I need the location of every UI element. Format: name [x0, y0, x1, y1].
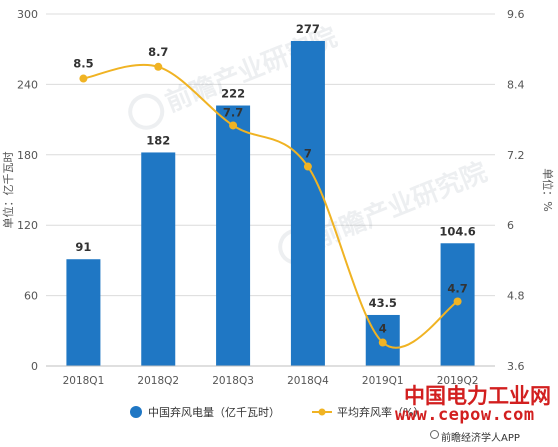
y-left-axis-title: 单位：亿千瓦时 — [1, 152, 15, 229]
line-point — [79, 74, 88, 83]
bar — [290, 40, 325, 367]
line-point — [229, 121, 238, 130]
x-tick-label: 2019Q1 — [362, 375, 404, 387]
grid-lines — [46, 13, 495, 297]
bar-series: 91 182 222 277 43.5 104.6 — [66, 22, 476, 367]
line-value-label: 7 — [304, 147, 312, 161]
y-left-tick-label: 180 — [17, 149, 38, 162]
x-tick-label: 2019Q2 — [437, 375, 479, 387]
y-right-axis-title: 单位：% — [541, 168, 555, 211]
bar — [66, 259, 101, 366]
y-right-tick-label: 8.4 — [507, 78, 525, 91]
source-icon — [430, 430, 439, 439]
x-tick-label: 2018Q3 — [212, 375, 254, 387]
y-right-tick-label: 9.6 — [507, 8, 525, 21]
line-value-label: 4.7 — [447, 281, 467, 295]
line-value-label: 8.5 — [73, 57, 93, 71]
y-left-tick-label: 0 — [31, 360, 38, 373]
line-series: 8.5 8.7 7.7 7 4 4.7 — [73, 45, 468, 349]
watermark-brand: 中国电力工业网 — [404, 384, 551, 408]
y-left-tick-label: 60 — [24, 290, 38, 303]
x-tick-label: 2018Q1 — [63, 375, 105, 387]
x-tick-label: 2018Q2 — [137, 375, 179, 387]
bar-value-label: 182 — [146, 133, 170, 147]
legend-bar-swatch — [130, 406, 142, 418]
watermark-url: www.cepow.com — [395, 405, 535, 425]
line-point — [154, 62, 163, 71]
bar — [141, 152, 176, 366]
axes: 0 60 120 180 240 300 3.6 4.8 6 7.2 8.4 9.6 2018Q1 201… — [1, 8, 555, 387]
line-point — [453, 297, 462, 306]
legend-line-label: 平均弃风率（%） — [337, 405, 424, 419]
y-right-tick-label: 3.6 — [507, 360, 525, 373]
line-value-label: 4 — [379, 322, 387, 336]
line-value-label: 7.7 — [223, 105, 243, 119]
bar-value-label: 104.6 — [439, 224, 475, 238]
x-tick-label: 2018Q4 — [287, 375, 329, 387]
y-left-tick-label: 240 — [17, 78, 38, 91]
y-right-tick-label: 7.2 — [507, 149, 525, 162]
bar — [216, 105, 251, 367]
watermark-logo-icon — [128, 93, 165, 130]
line-value-label: 8.7 — [148, 45, 168, 59]
legend-line-marker — [318, 408, 326, 416]
line-point — [303, 162, 312, 171]
legend: 中国弃风电量（亿千瓦时） 平均弃风率（%） — [130, 405, 424, 419]
bar-value-label: 91 — [75, 240, 91, 254]
bar-value-label: 43.5 — [369, 296, 397, 310]
legend-bar-label: 中国弃风电量（亿千瓦时） — [148, 405, 280, 419]
y-left-tick-label: 120 — [17, 219, 38, 232]
bar-value-label: 222 — [221, 87, 245, 101]
line-point — [378, 338, 387, 347]
y-right-tick-label: 6 — [507, 219, 514, 232]
y-left-tick-label: 300 — [17, 8, 38, 21]
bar-value-label: 277 — [296, 22, 320, 36]
y-right-tick-label: 4.8 — [507, 290, 525, 303]
watermark-source: 前瞻经济学人APP — [441, 433, 520, 444]
